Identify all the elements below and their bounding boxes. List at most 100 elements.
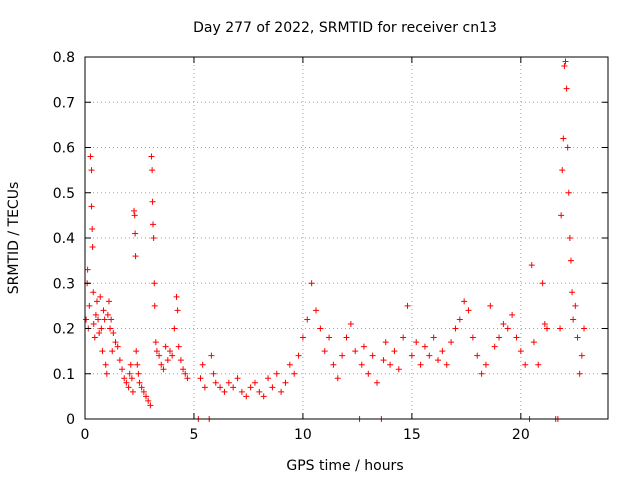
- data-point: [456, 316, 463, 323]
- data-point: [104, 311, 111, 318]
- data-point: [365, 370, 372, 377]
- data-point: [312, 307, 319, 314]
- data-point: [559, 167, 566, 174]
- data-point: [102, 361, 109, 368]
- data-point: [99, 348, 106, 355]
- data-point: [566, 235, 573, 241]
- data-point: [89, 244, 96, 251]
- data-point: [491, 343, 498, 350]
- data-point: [131, 207, 138, 214]
- data-point: [103, 370, 110, 377]
- data-point: [147, 402, 154, 409]
- data-point: [121, 375, 128, 382]
- y-tick-label: 0.7: [53, 95, 75, 111]
- data-point: [92, 311, 99, 318]
- data-point: [269, 384, 276, 391]
- data-point: [443, 361, 450, 368]
- data-point: [93, 298, 100, 305]
- data-point: [173, 293, 180, 300]
- data-point: [560, 135, 567, 142]
- data-point: [210, 370, 217, 377]
- data-point: [177, 357, 184, 364]
- data-point: [569, 289, 576, 296]
- data-point: [339, 352, 346, 359]
- data-point: [125, 384, 132, 391]
- data-point: [278, 388, 285, 395]
- data-point: [469, 334, 476, 341]
- data-point: [96, 330, 103, 337]
- data-point: [129, 388, 136, 395]
- data-point: [201, 384, 208, 391]
- data-point: [330, 361, 337, 368]
- x-tick-labels: 0 5 10 15 20: [81, 427, 530, 443]
- data-point: [89, 225, 96, 232]
- data-point: [387, 361, 394, 368]
- data-point: [136, 379, 143, 386]
- data-point: [465, 307, 472, 314]
- y-axis-label: SRMTID / TECUs: [6, 182, 22, 295]
- data-point: [430, 334, 437, 341]
- data-point: [256, 388, 263, 395]
- plot-frame: [84, 56, 609, 420]
- data-point: [565, 189, 572, 196]
- data-point: [156, 352, 163, 359]
- data-point: [208, 352, 215, 359]
- y-tick-label: 0.3: [53, 276, 75, 292]
- data-point: [295, 352, 302, 359]
- data-point: [127, 361, 134, 368]
- chart-title: Day 277 of 2022, SRMTID for receiver cn1…: [193, 20, 497, 36]
- data-point: [175, 343, 182, 350]
- y-tick-labels: 0 0.1 0.2 0.3 0.4 0.5 0.6 0.7 0.8: [53, 50, 75, 428]
- data-point: [513, 334, 520, 341]
- data-point: [234, 375, 241, 382]
- data-point: [109, 348, 116, 355]
- data-point: [126, 370, 133, 377]
- data-point: [116, 357, 123, 364]
- y-tick-label: 0.2: [53, 322, 75, 338]
- data-point: [478, 370, 485, 377]
- data-point: [180, 366, 187, 373]
- data-point: [567, 257, 574, 264]
- data-point: [105, 298, 112, 305]
- x-tick-label: 0: [81, 427, 90, 443]
- data-point: [149, 198, 156, 205]
- y-tick-label: 0: [66, 412, 75, 428]
- data-point: [334, 375, 341, 382]
- data-point: [260, 393, 267, 400]
- data-points: [83, 58, 588, 422]
- data-point: [308, 280, 315, 287]
- data-point: [395, 366, 402, 373]
- data-point: [143, 393, 150, 400]
- data-point: [500, 320, 507, 327]
- x-tick-label: 15: [403, 427, 421, 443]
- data-point: [482, 361, 489, 368]
- data-point: [87, 153, 94, 160]
- data-point: [535, 361, 542, 368]
- data-point: [517, 348, 524, 355]
- data-point: [291, 370, 298, 377]
- data-point: [509, 311, 516, 318]
- data-point: [408, 352, 415, 359]
- data-point: [243, 393, 250, 400]
- data-point: [149, 167, 156, 174]
- data-point: [91, 334, 98, 341]
- data-point: [286, 361, 293, 368]
- data-point: [88, 203, 95, 210]
- data-point: [97, 293, 104, 300]
- axis-ticks: [84, 56, 608, 420]
- data-point: [504, 325, 511, 332]
- data-point: [107, 325, 114, 332]
- data-point: [581, 325, 588, 332]
- data-point: [562, 58, 569, 65]
- data-point: [426, 352, 433, 359]
- data-point: [382, 339, 389, 346]
- data-point: [435, 357, 442, 364]
- data-point: [247, 384, 254, 391]
- data-point: [148, 153, 155, 160]
- y-tick-label: 0.1: [53, 367, 75, 383]
- data-point: [145, 397, 152, 404]
- data-point: [184, 375, 191, 382]
- data-point: [174, 307, 181, 314]
